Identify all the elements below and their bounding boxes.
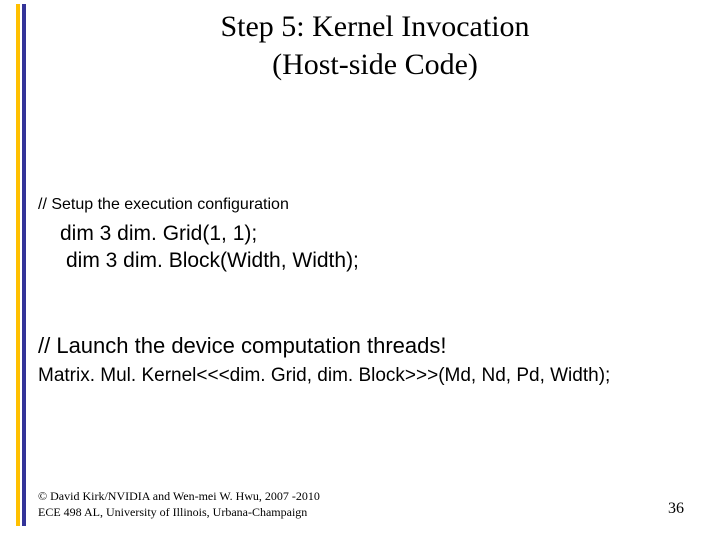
stripe-navy — [22, 4, 26, 526]
code-kernel-call: Matrix. Mul. Kernel<<<dim. Grid, dim. Bl… — [38, 363, 710, 389]
accent-stripes — [16, 4, 26, 526]
slide-title: Step 5: Kernel Invocation (Host-side Cod… — [50, 8, 700, 83]
footer-line-2: ECE 498 AL, University of Illinois, Urba… — [38, 504, 320, 520]
code-dimblock: dim 3 dim. Block(Width, Width); — [66, 247, 710, 274]
copyright-footer: © David Kirk/NVIDIA and Wen-mei W. Hwu, … — [38, 488, 320, 520]
comment-launch: // Launch the device computation threads… — [38, 333, 710, 359]
slide-content: // Setup the execution configuration dim… — [38, 196, 710, 388]
page-number: 36 — [668, 500, 684, 518]
code-dimgrid: dim 3 dim. Grid(1, 1); — [60, 220, 710, 247]
stripe-gold — [16, 4, 20, 526]
title-line-2: (Host-side Code) — [50, 46, 700, 84]
title-line-1: Step 5: Kernel Invocation — [50, 8, 700, 46]
footer-line-1: © David Kirk/NVIDIA and Wen-mei W. Hwu, … — [38, 488, 320, 504]
comment-setup: // Setup the execution configuration — [38, 196, 710, 214]
